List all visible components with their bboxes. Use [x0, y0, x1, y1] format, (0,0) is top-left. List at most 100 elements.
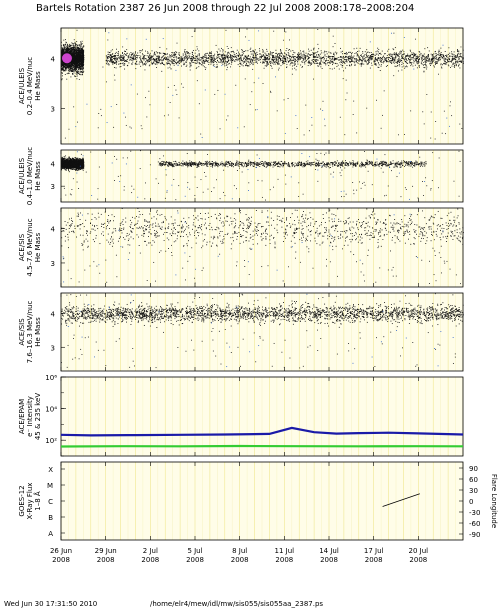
- scatter-point: [359, 57, 361, 59]
- scatter-point: [73, 69, 75, 71]
- scatter-point: [399, 60, 401, 62]
- scatter-point: [267, 53, 269, 55]
- scatter-point: [77, 67, 79, 69]
- scatter-point: [432, 57, 434, 59]
- scatter-point: [157, 57, 159, 59]
- scatter-point: [82, 67, 84, 69]
- scatter-point: [287, 57, 289, 59]
- scatter-point: [62, 52, 64, 54]
- scatter-point: [210, 57, 212, 59]
- scatter-point: [223, 57, 225, 59]
- scatter-point: [63, 52, 65, 54]
- scatter-point: [79, 48, 81, 50]
- scatter-point: [72, 55, 74, 57]
- scatter-point: [295, 56, 297, 58]
- scatter-point: [454, 61, 456, 63]
- scatter-point: [62, 61, 64, 63]
- scatter-point: [75, 63, 77, 65]
- scatter-point: [274, 56, 276, 58]
- scatter-point: [431, 63, 433, 65]
- scatter-point: [374, 62, 376, 64]
- scatter-point: [66, 47, 68, 49]
- scatter-point: [76, 62, 78, 63]
- scatter-point: [307, 58, 309, 60]
- scatter-point: [65, 68, 67, 70]
- scatter-point: [131, 64, 133, 66]
- scatter-point: [457, 54, 458, 56]
- scatter-point: [457, 56, 458, 58]
- scatter-point: [65, 49, 66, 50]
- scatter-point: [375, 59, 377, 61]
- scatter-point: [317, 50, 319, 52]
- scatter-point: [323, 57, 325, 59]
- scatter-point: [72, 68, 73, 70]
- scatter-point: [438, 54, 440, 56]
- scatter-point: [324, 62, 326, 64]
- scatter-point: [246, 64, 248, 66]
- scatter-point: [331, 68, 333, 70]
- scatter-point: [383, 61, 385, 63]
- scatter-point: [304, 54, 305, 56]
- scatter-point: [63, 45, 65, 47]
- scatter-point: [61, 60, 63, 62]
- scatter-point: [177, 58, 179, 59]
- scatter-point: [277, 62, 278, 64]
- scatter-point: [82, 55, 84, 57]
- scatter-point: [284, 55, 286, 57]
- scatter-point: [459, 55, 461, 57]
- scatter-point: [122, 53, 123, 54]
- scatter-point: [156, 59, 158, 61]
- scatter-point: [429, 57, 430, 59]
- scatter-point: [304, 54, 306, 56]
- scatter-point: [77, 48, 79, 50]
- scatter-point: [381, 50, 383, 52]
- scatter-point: [359, 47, 361, 49]
- scatter-point: [218, 56, 220, 58]
- scatter-point: [178, 55, 180, 56]
- scatter-point: [456, 61, 458, 63]
- scatter-point: [325, 60, 327, 62]
- scatter-point: [316, 54, 318, 56]
- scatter-point: [77, 46, 79, 48]
- scatter-point: [82, 50, 84, 52]
- scatter-point: [294, 52, 296, 54]
- scatter-point: [264, 65, 266, 67]
- scatter-point: [76, 56, 78, 58]
- scatter-point: [276, 58, 278, 60]
- scatter-point: [450, 66, 451, 68]
- scatter-point: [418, 64, 420, 66]
- scatter-point: [302, 56, 304, 58]
- scatter-point: [205, 60, 207, 62]
- scatter-point: [340, 51, 342, 53]
- scatter-point: [67, 47, 69, 49]
- scatter-point: [212, 57, 214, 59]
- scatter-point: [234, 60, 236, 62]
- scatter-point: [220, 54, 222, 56]
- scatter-point: [80, 54, 81, 56]
- scatter-point: [427, 55, 428, 57]
- scatter-point: [78, 56, 80, 58]
- scatter-point: [460, 55, 462, 57]
- scatter-point: [110, 56, 112, 58]
- scatter-point: [75, 69, 76, 71]
- scatter-point: [294, 56, 296, 58]
- scatter-point: [443, 55, 444, 57]
- scatter-point: [80, 74, 82, 76]
- scatter-point: [224, 51, 226, 53]
- scatter-point: [65, 68, 67, 69]
- scatter-point: [74, 55, 76, 57]
- scatter-point: [75, 76, 77, 77]
- scatter-point: [417, 56, 419, 58]
- scatter-point: [61, 69, 63, 71]
- scatter-point: [238, 57, 240, 59]
- scatter-point: [72, 47, 74, 49]
- scatter-point: [66, 63, 68, 65]
- scatter-point: [227, 61, 229, 62]
- scatter-point: [81, 74, 83, 76]
- scatter-point: [444, 60, 446, 62]
- scatter-point: [147, 60, 149, 62]
- scatter-point: [73, 62, 75, 64]
- scatter-point: [225, 57, 227, 59]
- scatter-point: [242, 54, 244, 56]
- scatter-point: [254, 53, 256, 55]
